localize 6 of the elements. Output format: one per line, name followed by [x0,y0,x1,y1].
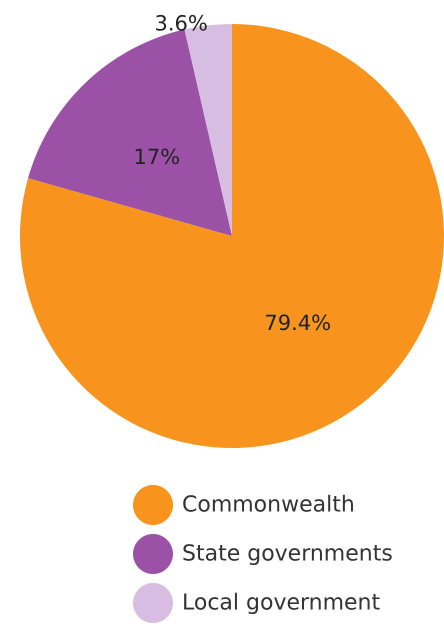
data-label: 3.6% [154,11,208,36]
data-label: 79.4% [264,310,332,335]
data-label: 17% [134,145,180,170]
legend-label: State governments [182,542,393,566]
legend-label: Commonwealth [182,492,355,518]
legend-label: Local government [182,590,381,616]
